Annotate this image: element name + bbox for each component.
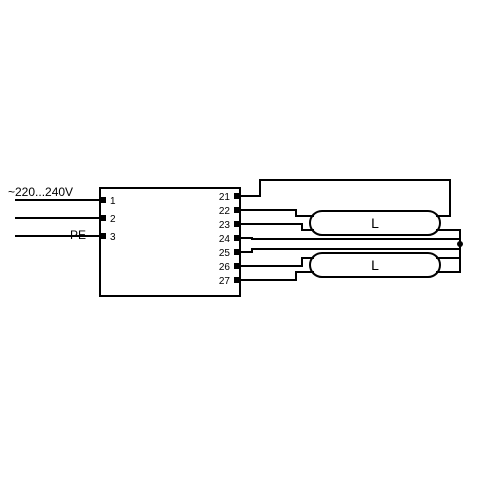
right-terminal [234, 207, 240, 213]
lamp-label: L [371, 257, 379, 273]
wire-22 [240, 210, 314, 216]
right-terminal-label: 23 [219, 220, 231, 231]
pe-label: PE [70, 228, 86, 242]
right-terminal-label: 25 [219, 248, 231, 259]
junction-node [457, 241, 463, 247]
left-terminal [100, 233, 106, 239]
wire-27 [240, 272, 314, 280]
right-terminal-label: 26 [219, 262, 231, 273]
right-terminal-label: 21 [219, 192, 231, 203]
right-terminal-label: 27 [219, 276, 231, 287]
left-terminal-label: 2 [110, 214, 116, 225]
wire-26 [240, 258, 314, 266]
wire-23 [240, 224, 314, 230]
left-terminal [100, 215, 106, 221]
right-terminal [234, 263, 240, 269]
lamp-label: L [371, 215, 379, 231]
right-terminal [234, 193, 240, 199]
right-terminal [234, 277, 240, 283]
right-terminal-label: 24 [219, 234, 231, 245]
input-voltage-label: ~220...240V [8, 185, 73, 199]
left-terminal [100, 197, 106, 203]
right-terminal [234, 249, 240, 255]
right-terminal [234, 235, 240, 241]
right-terminal [234, 221, 240, 227]
left-terminal-label: 1 [110, 196, 116, 207]
wiring-diagram: 123~220...240VPE21222324252627LL [8, 180, 463, 296]
right-terminal-label: 22 [219, 206, 231, 217]
left-terminal-label: 3 [110, 232, 116, 243]
